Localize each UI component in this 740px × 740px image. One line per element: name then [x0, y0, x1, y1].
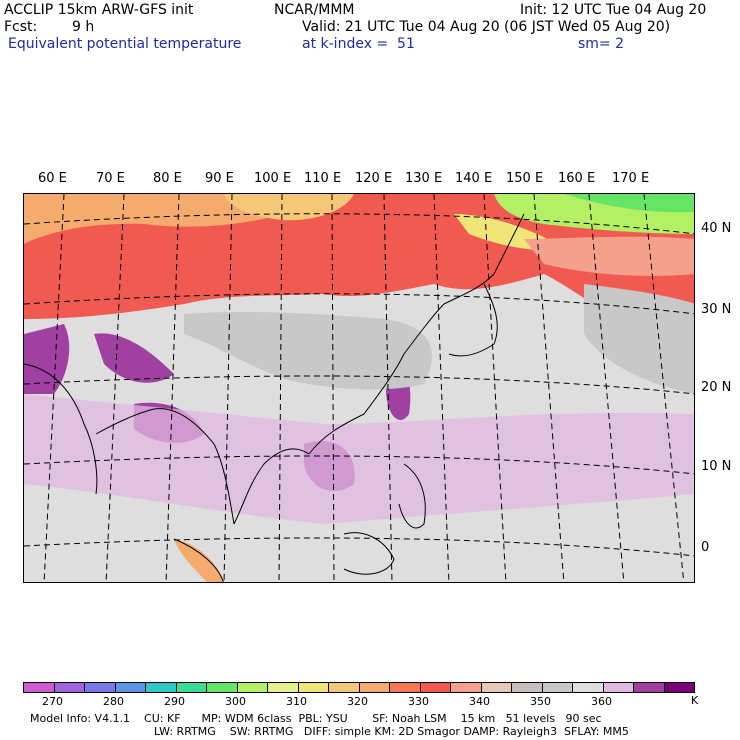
colorbar-tick: 310	[286, 695, 307, 708]
colorbar-swatch	[634, 683, 665, 692]
gray-patch	[584, 284, 694, 394]
lat-label: 30 N	[701, 302, 732, 317]
lon-label: 70 E	[96, 171, 125, 186]
colorbar-tick: 350	[530, 695, 551, 708]
theta-e-map	[24, 194, 694, 582]
lon-label: 60 E	[38, 171, 67, 186]
colorbar-swatch	[359, 683, 390, 692]
lat-label: 0	[701, 540, 710, 555]
colorbar-tick: 280	[103, 695, 124, 708]
colorbar-swatch	[603, 683, 634, 692]
colorbar-swatch	[573, 683, 604, 692]
field-name: Equivalent potential temperature	[8, 36, 242, 52]
colorbar-swatch	[542, 683, 573, 692]
colorbar-swatch	[24, 683, 55, 692]
forecast-hour: 9 h	[72, 19, 95, 35]
colorbar-tick: 300	[225, 695, 246, 708]
colorbar-tick: 340	[469, 695, 490, 708]
init-time: Init: 12 UTC Tue 04 Aug 20	[520, 2, 707, 18]
level-info: at k-index = 51	[302, 36, 415, 52]
orange-patch	[174, 539, 224, 582]
lat-label: 40 N	[701, 221, 732, 236]
valid-time: Valid: 21 UTC Tue 04 Aug 20 (06 JST Wed …	[302, 19, 671, 35]
colorbar-swatch	[237, 683, 268, 692]
colorbar-tick: 320	[347, 695, 368, 708]
lon-label: 90 E	[205, 171, 234, 186]
colorbar-swatch	[390, 683, 421, 692]
purple-patch	[94, 333, 174, 383]
forecast-label: Fcst:	[4, 19, 38, 35]
colorbar-swatch	[512, 683, 543, 692]
model-title: ACCLIP 15km ARW-GFS init	[4, 2, 194, 18]
colorbar-swatch	[664, 683, 694, 692]
lon-label: 150 E	[506, 171, 544, 186]
lat-label: 20 N	[701, 380, 732, 395]
map-panel	[23, 193, 695, 583]
colorbar-unit: K	[691, 694, 699, 707]
smoothing-info: sm= 2	[578, 36, 625, 52]
colorbar-tick: 290	[164, 695, 185, 708]
colorbar-tick: 270	[42, 695, 63, 708]
lon-label: 120 E	[355, 171, 393, 186]
lon-label: 100 E	[254, 171, 292, 186]
org-label: NCAR/MMM	[274, 2, 355, 18]
colorbar-swatch	[451, 683, 482, 692]
colorbar	[23, 682, 695, 693]
orange-patch	[224, 194, 354, 221]
colorbar-swatch	[85, 683, 116, 692]
lilac-band	[24, 394, 694, 524]
lon-label: 80 E	[153, 171, 182, 186]
colorbar-swatch	[481, 683, 512, 692]
colorbar-swatch	[176, 683, 207, 692]
colorbar-swatch	[207, 683, 238, 692]
lat-label: 10 N	[701, 459, 732, 474]
colorbar-tick: 360	[591, 695, 612, 708]
model-info-line2: LW: RRTMG SW: RRTMG DIFF: simple KM: 2D …	[154, 725, 629, 738]
green-patch	[564, 194, 694, 213]
purple-patch	[24, 324, 70, 394]
lon-label: 140 E	[455, 171, 493, 186]
colorbar-swatch	[420, 683, 451, 692]
lon-label: 110 E	[304, 171, 342, 186]
colorbar-swatch	[268, 683, 299, 692]
colorbar-tick: 330	[408, 695, 429, 708]
colorbar-swatch	[298, 683, 329, 692]
gray-land	[184, 311, 432, 390]
lon-label: 130 E	[405, 171, 443, 186]
model-info-line1: Model Info: V4.1.1 CU: KF MP: WDM 6class…	[30, 712, 602, 725]
graticule	[24, 194, 694, 582]
colorbar-swatch	[54, 683, 85, 692]
colorbar-swatch	[146, 683, 177, 692]
lon-label: 160 E	[558, 171, 596, 186]
lon-label: 170 E	[612, 171, 650, 186]
coastlines	[24, 213, 525, 582]
colorbar-swatch	[329, 683, 360, 692]
colorbar-swatch	[115, 683, 146, 692]
